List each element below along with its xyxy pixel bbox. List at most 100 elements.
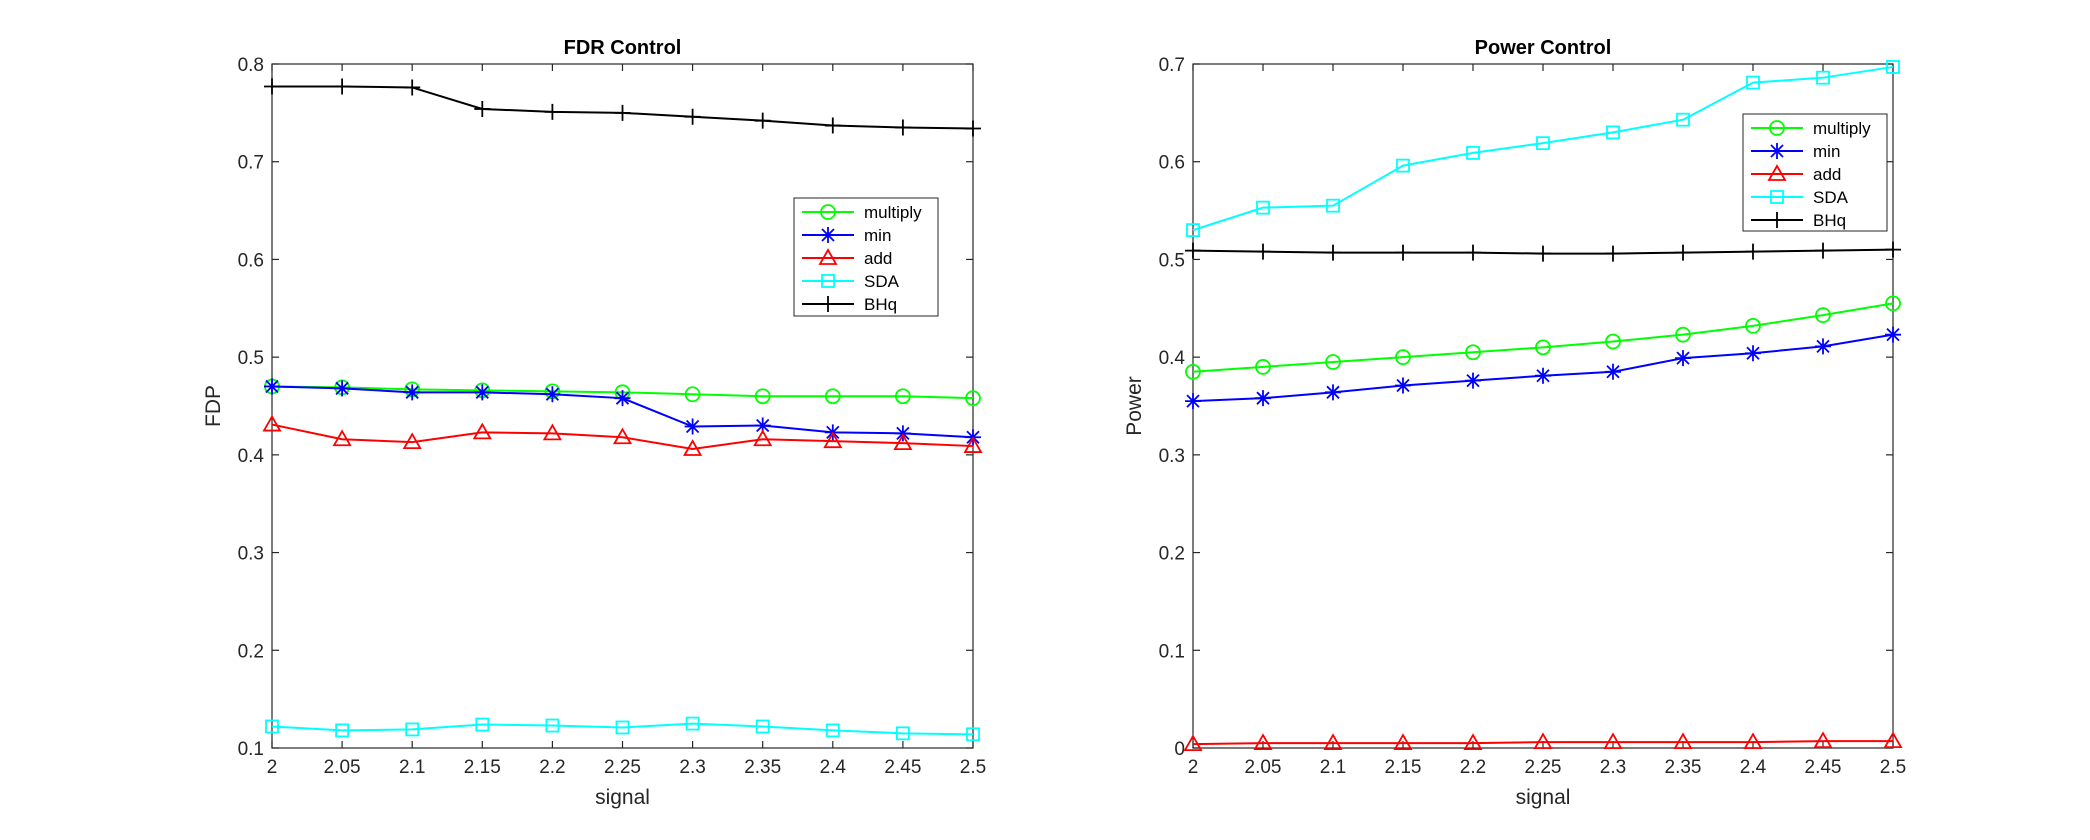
legend: multiply min add SDA BHq	[1742, 113, 1888, 232]
marker-triangle	[1743, 732, 1763, 750]
series-line	[271, 722, 974, 736]
marker-star	[754, 417, 771, 434]
legend-entry-min: min	[802, 226, 891, 245]
x-tick-label: 2.1	[399, 757, 425, 778]
series-add	[1183, 731, 1903, 751]
legend-entry-add: add	[1751, 164, 1841, 184]
marker-triangle	[542, 423, 562, 441]
x-tick-label: 2.2	[539, 757, 565, 778]
marker-triangle	[1603, 732, 1623, 750]
marker-plus	[1885, 241, 1901, 258]
marker-plus	[1185, 242, 1201, 259]
series-line	[1192, 740, 1893, 746]
marker-star	[1395, 377, 1411, 394]
marker-square	[1770, 190, 1784, 204]
marker-plus	[820, 296, 836, 312]
marker-triangle	[683, 439, 703, 456]
marker-circle	[1769, 120, 1785, 136]
series-multiply	[1185, 295, 1901, 380]
marker-triangle	[1393, 733, 1413, 751]
legend-label: BHq	[1813, 211, 1846, 230]
legend-entry-bhq: BHq	[802, 295, 897, 314]
marker-square	[405, 722, 420, 737]
marker-star	[1325, 384, 1341, 401]
marker-plus	[1815, 242, 1831, 259]
marker-star	[1885, 326, 1901, 343]
marker-star	[1255, 390, 1271, 407]
marker-circle	[965, 390, 981, 407]
legend-label: add	[864, 249, 892, 268]
legend-entry-sda: SDA	[1751, 188, 1849, 207]
marker-plus	[1465, 244, 1481, 261]
marker-triangle	[332, 429, 352, 447]
legend-entry-min: min	[1751, 142, 1840, 161]
marker-plus	[824, 117, 841, 134]
y-tick-label: 0.2	[238, 641, 264, 662]
marker-square	[966, 727, 980, 742]
marker-triangle	[1813, 731, 1833, 749]
x-tick-label: 2.1	[1320, 757, 1346, 778]
marker-star	[1815, 338, 1831, 355]
x-tick-label: 2.45	[884, 757, 921, 778]
series-min	[1185, 326, 1901, 410]
marker-circle	[684, 386, 701, 403]
y-tick-label: 0	[1174, 739, 1185, 760]
power-control-chart: Power Control signal Power 2 2.05 2.1 2.15 2…	[1123, 37, 1906, 809]
series-bhq	[264, 78, 981, 137]
x-tick-label: 2.4	[1740, 757, 1767, 778]
x-tick-label: 2.35	[744, 757, 781, 778]
marker-triangle	[963, 436, 983, 453]
x-axis-label: signal	[1516, 786, 1571, 809]
marker-circle	[1885, 295, 1901, 312]
marker-triangle	[612, 427, 633, 445]
marker-triangle	[472, 422, 492, 440]
legend-entry-bhq: BHq	[1751, 211, 1846, 230]
marker-square	[1326, 198, 1340, 213]
marker-triangle	[823, 431, 843, 449]
marker-star	[684, 418, 701, 435]
x-tick-label: 2.05	[1245, 757, 1282, 778]
marker-square	[755, 719, 770, 734]
marker-triangle	[1253, 733, 1273, 751]
marker-plus	[1769, 212, 1785, 228]
fdr-control-chart: FDR Control signal FDP 2 2.05 2.1 2.15 2.2 2.…	[202, 37, 986, 809]
y-tick-label: 0.6	[238, 250, 264, 271]
marker-square	[1256, 200, 1270, 215]
marker-star	[404, 384, 421, 401]
marker-triangle	[1767, 164, 1787, 181]
marker-plus	[264, 78, 280, 95]
y-tick-label: 0.6	[1159, 153, 1185, 174]
marker-circle	[1465, 344, 1481, 361]
marker-circle	[754, 388, 771, 405]
y-tick-label: 0.7	[238, 153, 264, 174]
marker-star	[264, 378, 280, 395]
y-axis-label: Power	[1123, 376, 1146, 436]
marker-square	[821, 274, 835, 288]
legend-box	[1742, 113, 1888, 232]
legend-label: add	[1813, 165, 1841, 184]
chart-title: FDR Control	[564, 37, 682, 59]
marker-circle	[895, 388, 911, 405]
marker-plus	[684, 108, 701, 125]
marker-triangle	[1673, 732, 1693, 750]
x-tick-label: 2	[267, 757, 278, 778]
axis-ticks: 2 2.05 2.1 2.15 2.2 2.25 2.3 2.35 2.4 2.45 2.5 0 0.1…	[1159, 55, 1907, 778]
legend-entry-multiply: multiply	[802, 203, 922, 222]
x-tick-label: 2.5	[960, 757, 986, 778]
x-tick-label: 2.05	[324, 757, 361, 778]
marker-square	[825, 723, 840, 738]
x-tick-label: 2	[1188, 757, 1199, 778]
marker-plus	[1255, 243, 1271, 260]
x-tick-label: 2.25	[604, 757, 641, 778]
y-tick-label: 0.1	[1159, 641, 1185, 662]
marker-square	[1886, 60, 1900, 74]
marker-plus	[544, 103, 561, 120]
marker-square	[1186, 223, 1200, 238]
legend-entry-add: add	[802, 248, 892, 268]
marker-triangle	[262, 414, 282, 432]
marker-triangle	[1533, 732, 1553, 750]
marker-circle	[824, 388, 841, 405]
marker-square	[615, 720, 630, 735]
marker-star	[820, 227, 836, 243]
